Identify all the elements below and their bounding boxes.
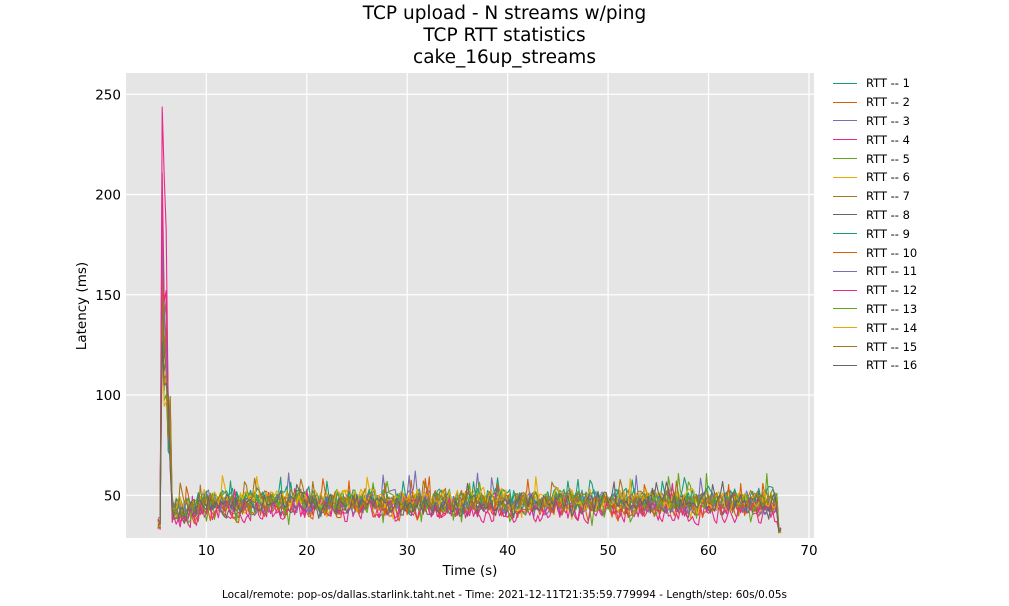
x-tick-label: 30 — [399, 543, 416, 559]
legend-item: RTT -- 1 — [830, 74, 917, 93]
legend-item: RTT -- 5 — [830, 149, 917, 168]
series-line — [157, 346, 782, 534]
x-axis-label: Time (s) — [442, 563, 498, 579]
legend-label: RTT -- 2 — [866, 95, 910, 110]
legend-label: RTT -- 6 — [866, 170, 910, 185]
legend-item: RTT -- 9 — [830, 224, 917, 243]
y-tick-label: 200 — [95, 188, 121, 204]
legend-line-swatch-icon — [833, 195, 857, 197]
legend-line-swatch-icon — [833, 82, 857, 84]
legend-line-swatch-icon — [833, 176, 857, 178]
legend-label: RTT -- 15 — [866, 339, 918, 354]
legend-item: RTT -- 8 — [830, 206, 917, 225]
x-tick-label: 40 — [499, 543, 516, 559]
legend-label: RTT -- 11 — [866, 264, 918, 279]
legend: RTT -- 1 RTT -- 2 RTT -- 3 RTT -- 4 RTT -- 5… — [830, 74, 917, 375]
x-axis-ticks: 10 20 30 40 50 60 70 — [198, 543, 818, 559]
footer-metadata: Local/remote: pop-os/dallas.starlink.tah… — [222, 589, 787, 601]
legend-label: RTT -- 16 — [866, 358, 918, 373]
y-tick-label: 250 — [95, 87, 121, 103]
x-tick-label: 70 — [800, 543, 817, 559]
legend-item: RTT -- 14 — [830, 318, 917, 337]
legend-label: RTT -- 5 — [866, 151, 910, 166]
legend-item: RTT -- 4 — [830, 130, 917, 149]
legend-line-swatch-icon — [833, 308, 857, 310]
series-line — [157, 172, 782, 530]
legend-item: RTT -- 7 — [830, 187, 917, 206]
legend-line-swatch-icon — [833, 364, 857, 366]
chart-title-line-3: cake_16up_streams — [413, 47, 596, 68]
legend-label: RTT -- 3 — [866, 113, 910, 128]
legend-item: RTT -- 3 — [830, 112, 917, 131]
gridlines — [126, 73, 814, 538]
legend-line-swatch-icon — [833, 289, 857, 291]
legend-item: RTT -- 13 — [830, 300, 917, 319]
legend-line-swatch-icon — [833, 327, 857, 329]
legend-item: RTT -- 6 — [830, 168, 917, 187]
x-tick-label: 50 — [600, 543, 617, 559]
legend-line-swatch-icon — [833, 346, 857, 348]
legend-label: RTT -- 9 — [866, 226, 910, 241]
legend-label: RTT -- 12 — [866, 283, 918, 298]
legend-item: RTT -- 12 — [830, 281, 917, 300]
y-tick-label: 100 — [95, 388, 121, 404]
legend-label: RTT -- 10 — [866, 245, 918, 260]
legend-line-swatch-icon — [833, 101, 857, 103]
chart-title-line-1: TCP upload - N streams w/ping — [362, 3, 647, 24]
legend-label: RTT -- 8 — [866, 207, 910, 222]
legend-item: RTT -- 2 — [830, 93, 917, 112]
legend-label: RTT -- 1 — [866, 76, 910, 91]
legend-item: RTT -- 16 — [830, 356, 917, 375]
legend-line-swatch-icon — [833, 270, 857, 272]
legend-line-swatch-icon — [833, 158, 857, 160]
series-line — [157, 341, 782, 532]
legend-line-swatch-icon — [833, 214, 857, 216]
legend-line-swatch-icon — [833, 252, 857, 254]
legend-line-swatch-icon — [833, 139, 857, 141]
y-tick-label: 150 — [95, 288, 121, 304]
y-axis-label: Latency (ms) — [74, 262, 90, 350]
legend-label: RTT -- 7 — [866, 189, 910, 204]
series-lines — [157, 106, 782, 534]
y-axis-ticks: 50 100 150 200 250 — [95, 87, 121, 504]
legend-label: RTT -- 14 — [866, 320, 918, 335]
y-tick-label: 50 — [104, 488, 121, 504]
legend-item: RTT -- 11 — [830, 262, 917, 281]
x-tick-label: 60 — [700, 543, 717, 559]
x-tick-label: 20 — [298, 543, 315, 559]
series-line — [157, 327, 782, 534]
x-tick-label: 10 — [198, 543, 215, 559]
legend-line-swatch-icon — [833, 233, 857, 235]
legend-item: RTT -- 10 — [830, 243, 917, 262]
legend-item: RTT -- 15 — [830, 337, 917, 356]
legend-line-swatch-icon — [833, 120, 857, 122]
chart-title-line-2: TCP RTT statistics — [423, 25, 586, 46]
plot-area — [126, 73, 814, 538]
legend-label: RTT -- 4 — [866, 132, 910, 147]
legend-label: RTT -- 13 — [866, 301, 918, 316]
